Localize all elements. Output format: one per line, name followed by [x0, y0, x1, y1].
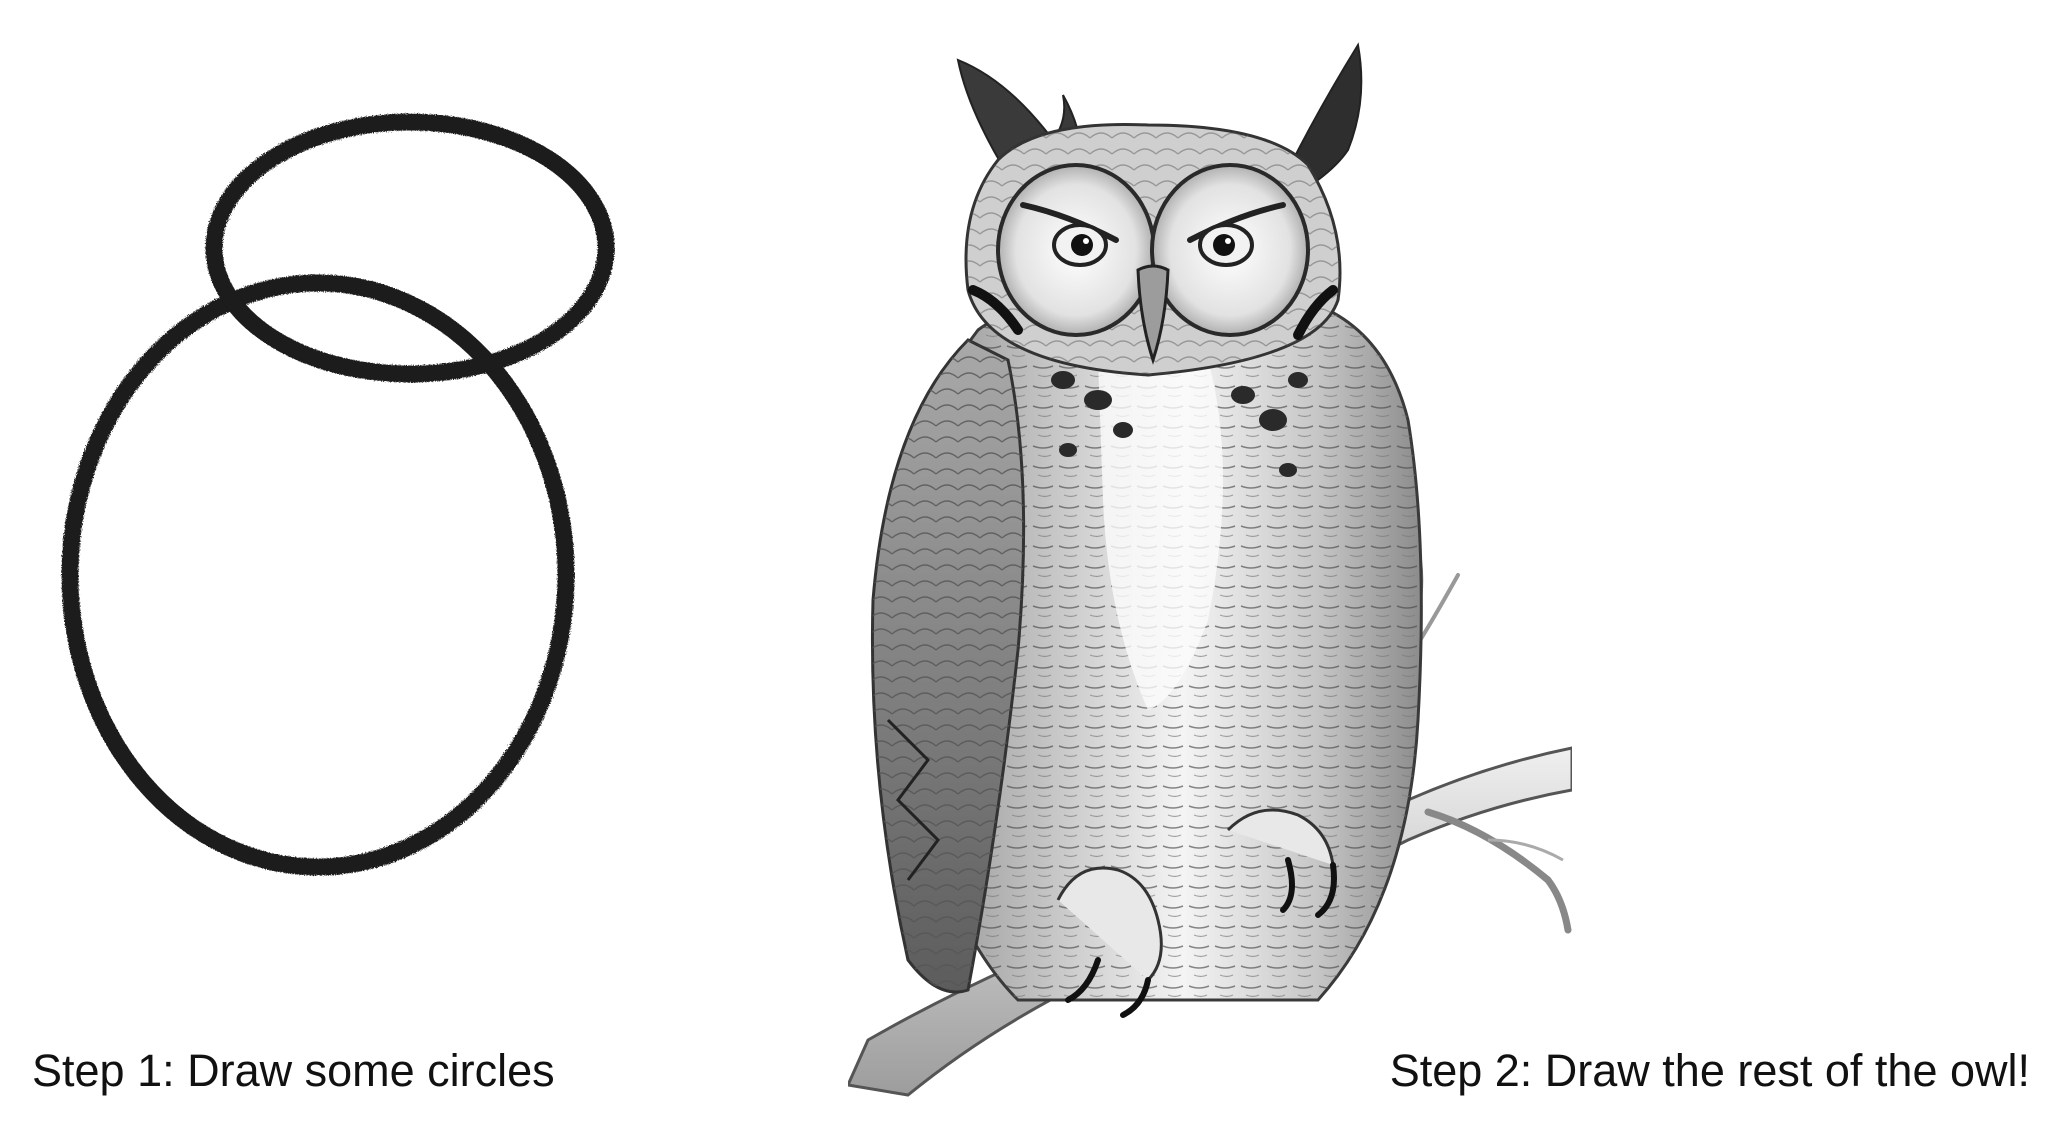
owl-wing: [870, 338, 1026, 994]
right-ear-tuft: [1286, 42, 1363, 182]
owl-talons: [1056, 808, 1337, 1018]
left-eye: [1052, 223, 1108, 267]
owl-head: [956, 42, 1363, 377]
right-eye: [1198, 223, 1254, 267]
step2-caption: Step 2: Draw the rest of the owl!: [1389, 1045, 2030, 1096]
chest-markings: [1051, 371, 1308, 477]
beak: [1136, 264, 1170, 365]
body-oval: [61, 274, 575, 876]
owl-drawing: [848, 42, 1572, 1097]
head-oval: [205, 113, 615, 383]
step1-caption: Step 1: Draw some circles: [32, 1045, 555, 1096]
